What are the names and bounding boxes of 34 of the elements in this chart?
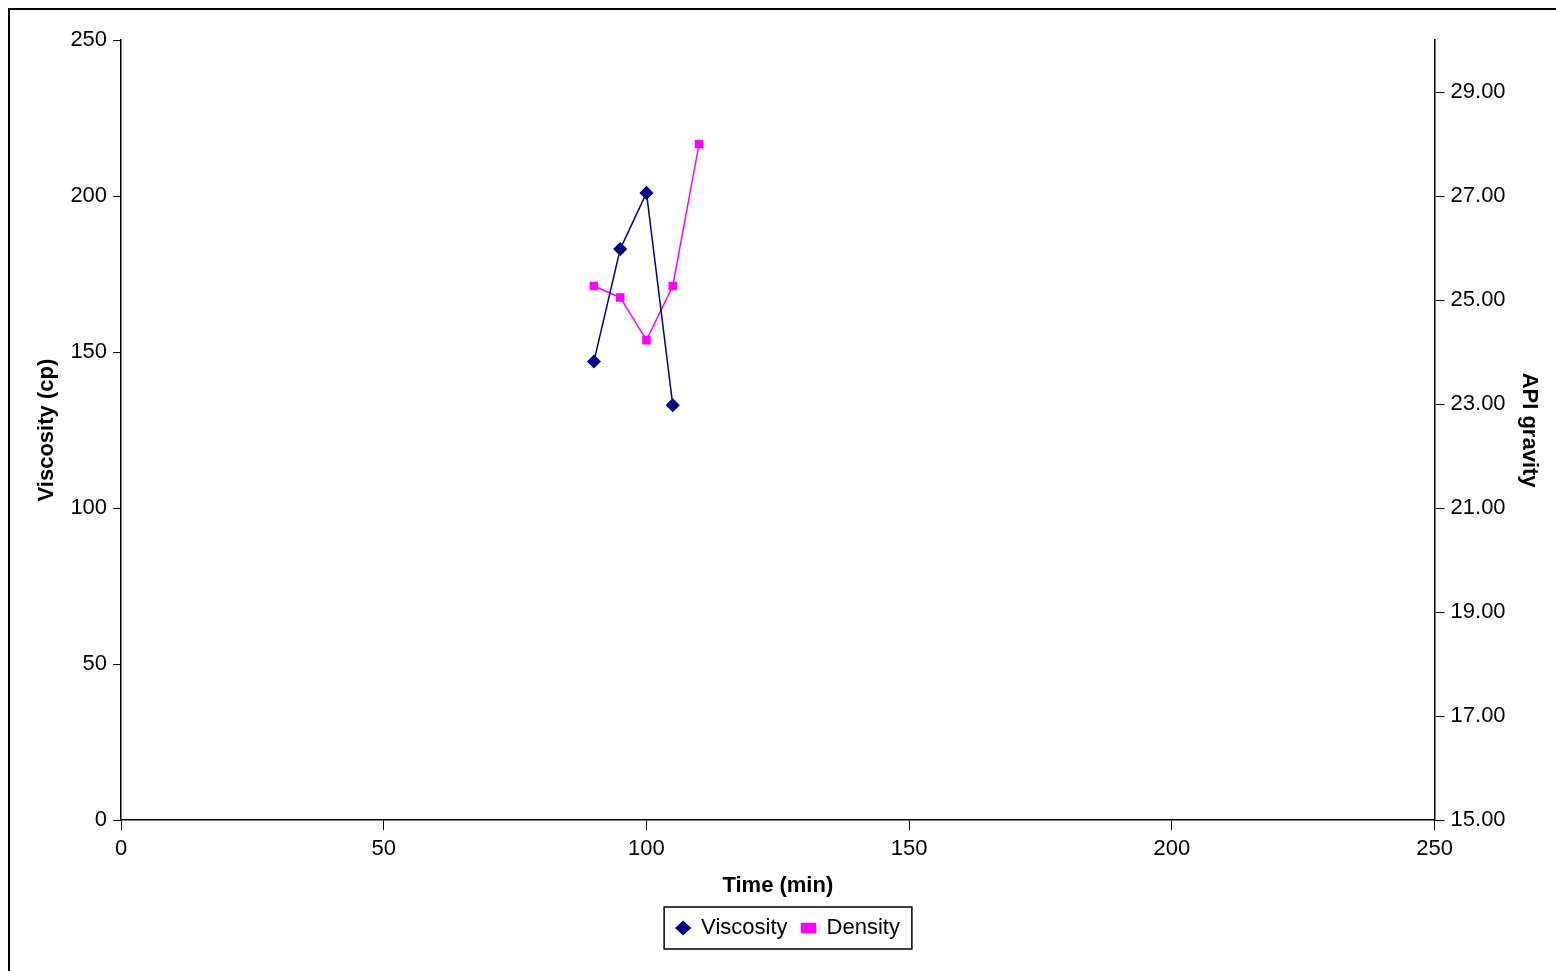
y-tick-label: 50	[82, 650, 108, 676]
y-tick-label: 200	[70, 182, 108, 208]
legend-label: Density	[826, 914, 900, 940]
point	[666, 398, 680, 412]
y-axis-title: Viscosity (cp)	[33, 358, 59, 502]
x-axis-title: Time (min)	[722, 871, 834, 897]
y-tick-label: 0	[94, 806, 108, 832]
y-tick-label: 150	[70, 338, 108, 364]
point	[639, 186, 654, 200]
y2-tick-label: 21.00	[1450, 494, 1506, 520]
x-tick-label: 150	[890, 835, 928, 861]
y2-tick-label: 23.00	[1450, 390, 1506, 416]
y2-tick-label: 15.00	[1450, 806, 1506, 832]
point	[615, 293, 625, 302]
point	[668, 281, 678, 291]
point	[642, 335, 651, 345]
x-tick-label: 0	[114, 835, 128, 861]
point	[613, 242, 627, 256]
x-tick-label: 200	[1153, 835, 1191, 861]
x-tick-label: 250	[1416, 835, 1453, 861]
x-tick-label: 50	[371, 835, 397, 861]
y2-tick-label: 25.00	[1450, 286, 1506, 312]
point	[587, 354, 601, 369]
y2-tick-label: 17.00	[1450, 702, 1506, 728]
y-tick-label: 100	[70, 494, 108, 520]
y-tick-label: 250	[70, 26, 108, 52]
point	[694, 139, 704, 149]
y2-tick-label: 27.00	[1450, 182, 1506, 208]
y2-tick-label: 29.00	[1450, 78, 1506, 104]
point	[589, 281, 599, 291]
x-tick-label: 100	[628, 835, 665, 861]
y2-axis-title: API gravity	[1517, 372, 1543, 489]
y2-tick-label: 19.00	[1450, 598, 1506, 624]
legend-label: Viscosity	[701, 914, 788, 940]
